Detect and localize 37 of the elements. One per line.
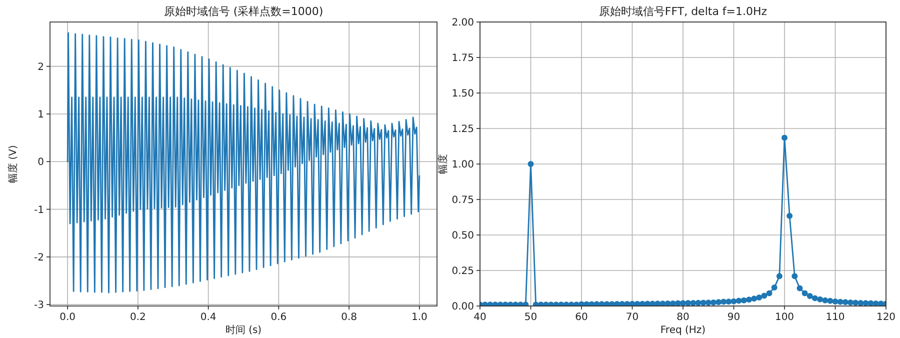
x-tick-label: 100 xyxy=(774,312,794,323)
x-tick-label: 0.4 xyxy=(200,312,216,323)
y-tick-label: 1.75 xyxy=(452,53,474,64)
y-axis-title: 幅度 xyxy=(437,154,449,174)
x-tick-label: 0.8 xyxy=(341,312,357,323)
y-tick-label: 0.50 xyxy=(452,230,474,242)
x-tick-label: 40 xyxy=(474,312,486,323)
y-tick-label: 2 xyxy=(38,62,44,73)
chart-title: 原始时域信号 (采样点数=1000) xyxy=(164,5,324,18)
y-tick-label: -2 xyxy=(34,252,44,264)
x-tick-label: 120 xyxy=(876,312,896,323)
y-tick-label: 2.00 xyxy=(452,18,474,28)
x-tick-label: 0.2 xyxy=(130,312,146,323)
y-tick-label: -1 xyxy=(34,204,44,216)
x-tick-label: 80 xyxy=(676,312,690,323)
x-axis-title: 时间 (s) xyxy=(225,324,262,336)
y-tick-label: 1.00 xyxy=(452,160,474,170)
line-series xyxy=(66,32,420,294)
x-axis-title: Freq (Hz) xyxy=(660,325,706,336)
x-tick-label: 110 xyxy=(826,312,845,323)
y-tick-label: 0.00 xyxy=(452,302,474,312)
y-tick-label: 0.75 xyxy=(452,195,474,206)
y-tick-label: 0.25 xyxy=(452,266,474,277)
y-tick-label: 1.25 xyxy=(452,124,474,135)
x-tick-label: 1.0 xyxy=(411,312,428,323)
y-axis-title: 幅度 (V) xyxy=(7,144,19,183)
y-tick-label: -3 xyxy=(34,300,44,312)
y-tick-label: 0 xyxy=(38,157,44,168)
x-tick-label: 50 xyxy=(524,312,538,323)
chart-title: 原始时域信号FFT, delta f=1.0Hz xyxy=(598,5,768,18)
y-tick-label: 1.50 xyxy=(452,88,474,100)
x-tick-label: 70 xyxy=(626,312,639,323)
x-tick-label: 60 xyxy=(575,312,588,323)
y-tick-label: 1 xyxy=(38,109,44,120)
x-tick-label: 0.0 xyxy=(60,312,76,323)
x-tick-label: 0.6 xyxy=(270,312,287,323)
x-tick-label: 90 xyxy=(727,312,740,323)
